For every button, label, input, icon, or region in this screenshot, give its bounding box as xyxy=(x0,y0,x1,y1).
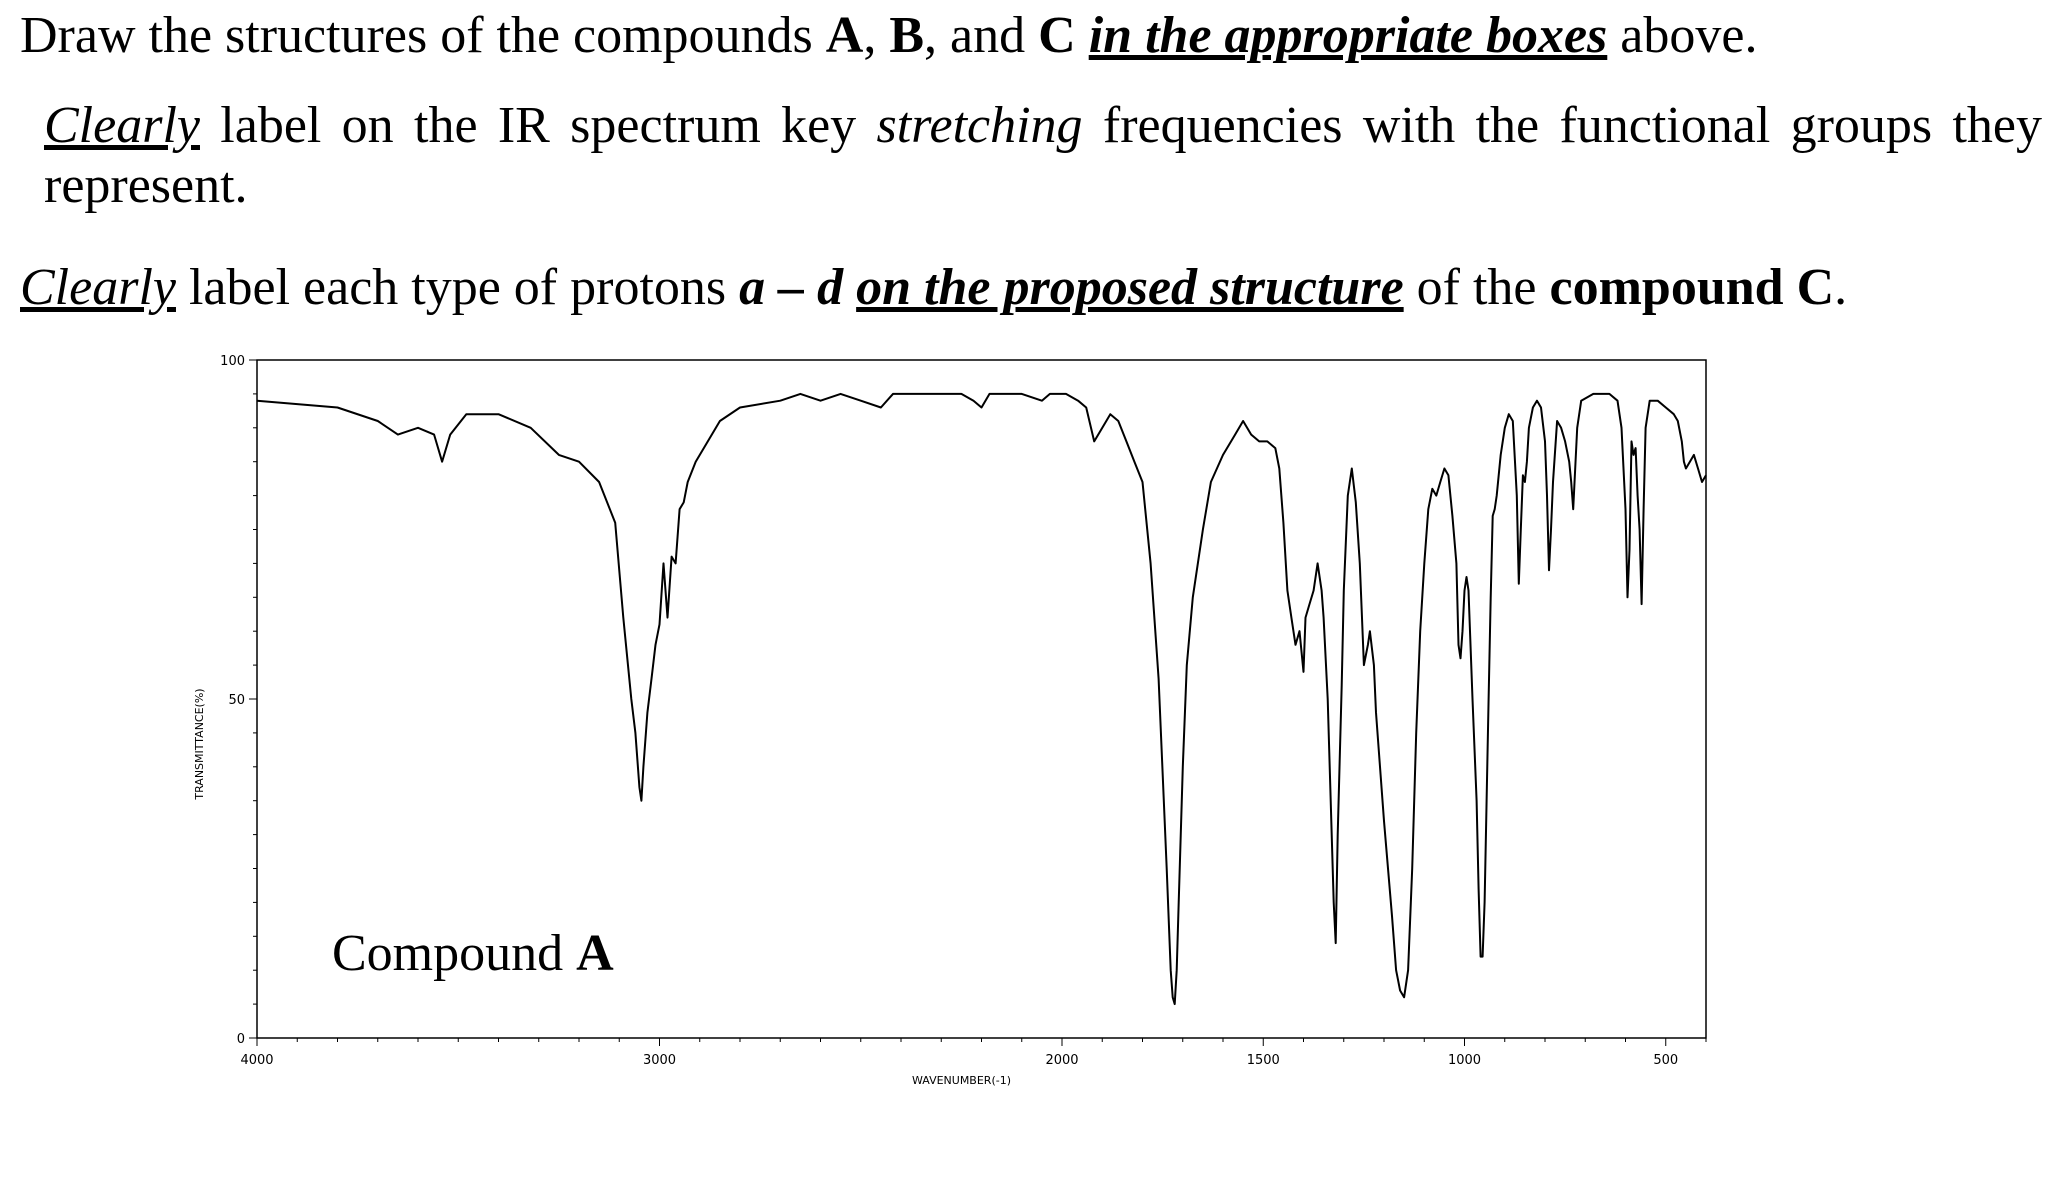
compound-a-label: A xyxy=(825,7,864,64)
emphasis-proposed-structure: on the proposed structure xyxy=(856,259,1404,316)
emphasis-stretching: stretching xyxy=(876,97,1083,154)
instruction-label-protons: Clearly label each type of protons a – d… xyxy=(20,258,1847,318)
instruction-label-ir: Clearly label on the IR spectrum key str… xyxy=(44,96,2042,216)
instruction-text: Draw the structures of the compounds xyxy=(20,7,826,64)
spectrum-line xyxy=(256,392,1707,1006)
instruction-text: label each type of protons xyxy=(175,259,740,316)
compound-c-label: C xyxy=(1038,7,1076,64)
instruction-text: frequencies with the functional groups t… xyxy=(44,97,2042,214)
instruction-text: label on the IR spectrum key xyxy=(199,97,877,154)
x-tick-label: 4000 xyxy=(240,1053,273,1068)
y-tick-label: 100 xyxy=(220,354,245,369)
instruction-draw-structures: Draw the structures of the compounds A , … xyxy=(20,6,1757,66)
x-tick-label: 1000 xyxy=(1448,1053,1481,1068)
y-tick-label: 50 xyxy=(228,693,245,708)
compound-b-label: B xyxy=(889,7,925,64)
x-tick-label: 2000 xyxy=(1045,1053,1078,1068)
emphasis-clearly: Clearly xyxy=(44,97,200,154)
instruction-text: , and xyxy=(924,7,1039,64)
compound-annotation: Compound A xyxy=(332,925,614,982)
annotation-prefix: Compound xyxy=(332,925,576,982)
emphasis-clearly: Clearly xyxy=(20,259,176,316)
compound-c-label: compound C xyxy=(1549,259,1835,316)
instruction-text: . xyxy=(1834,259,1848,316)
y-tick-label: 0 xyxy=(237,1032,245,1047)
x-tick-label: 1500 xyxy=(1247,1053,1280,1068)
instruction-text: above. xyxy=(1607,7,1758,64)
emphasis-boxes: in the appropriate boxes xyxy=(1088,7,1608,64)
y-axis-title: TRANSMITTANCE(%) xyxy=(193,688,206,800)
proton-range: a – d xyxy=(739,259,844,316)
instruction-text: , xyxy=(863,7,890,64)
x-axis-title: WAVENUMBER(-1) xyxy=(912,1074,1011,1087)
instruction-text: of the xyxy=(1403,259,1550,316)
x-tick-label: 500 xyxy=(1653,1053,1678,1068)
x-tick-label: 3000 xyxy=(643,1053,676,1068)
annotation-bold: A xyxy=(576,925,614,982)
